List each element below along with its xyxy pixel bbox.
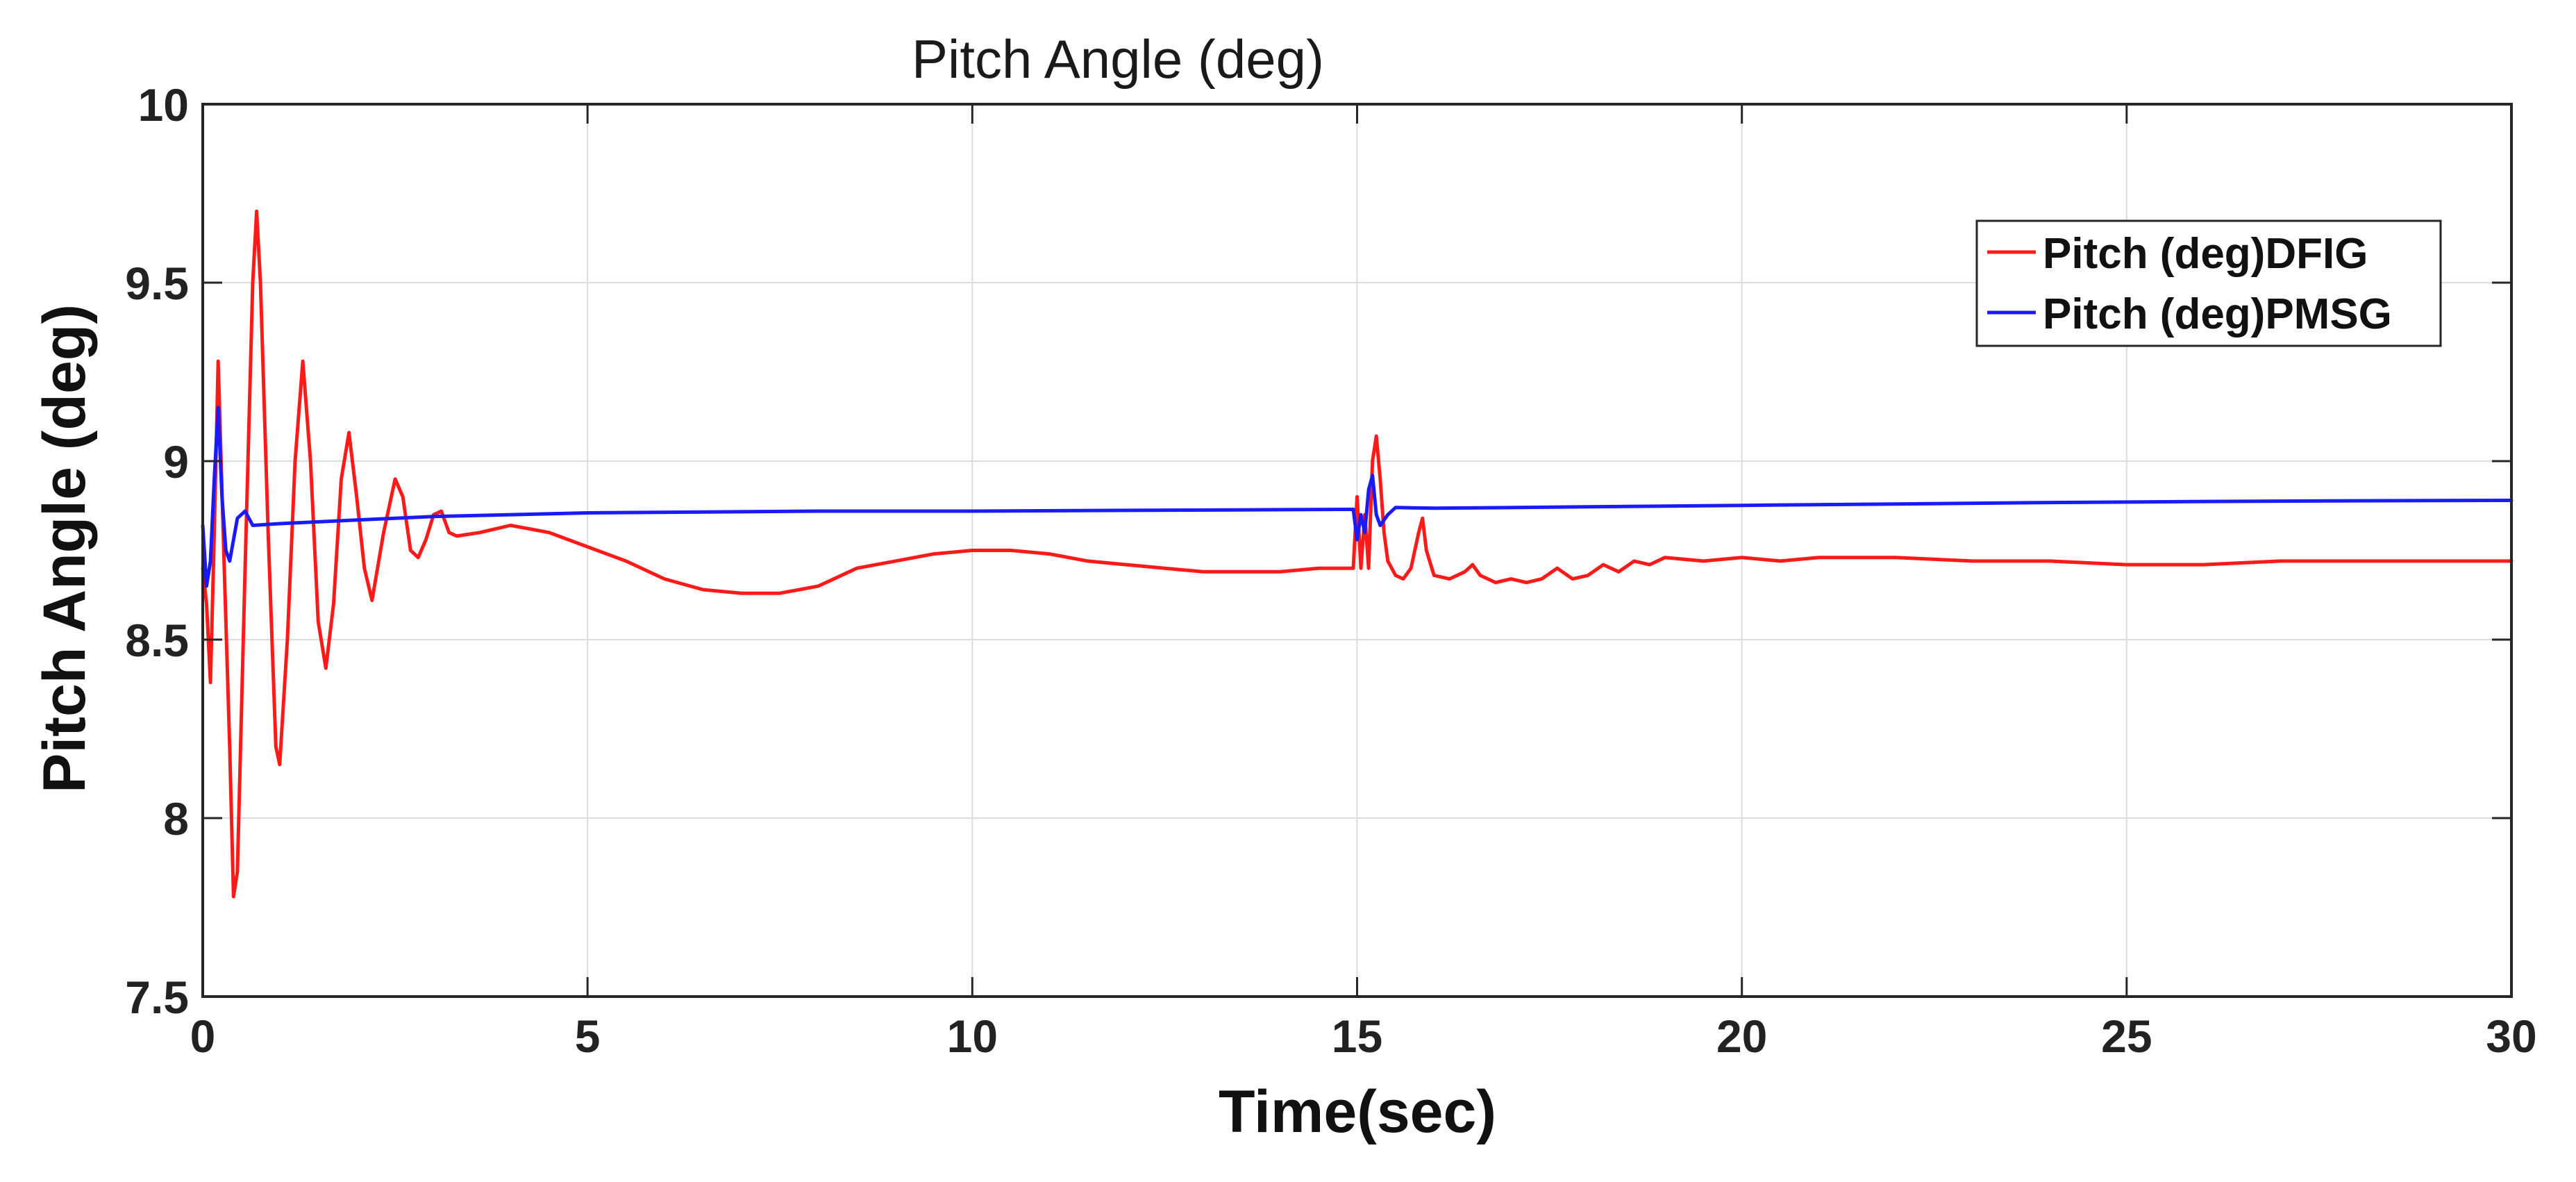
legend-box (1975, 219, 2442, 347)
series-line-pmsg (201, 406, 2514, 588)
y-tick-label: 7.5 (125, 972, 189, 1023)
x-tick-label: 25 (2101, 1010, 2152, 1062)
y-tick-label: 8.5 (125, 615, 189, 666)
y-tick-label: 10 (138, 79, 189, 131)
x-tick-label: 20 (1716, 1010, 1767, 1062)
x-axis-label: Time(sec) (1219, 1079, 1496, 1145)
series-layer (201, 209, 2514, 899)
x-tick-label: 0 (190, 1010, 216, 1062)
y-axis-label: Pitch Angle (deg) (31, 304, 98, 793)
x-tick-label: 5 (575, 1010, 601, 1062)
y-tick-label: 9.5 (125, 258, 189, 309)
x-tick-label: 10 (947, 1010, 998, 1062)
y-tick-label: 8 (163, 793, 189, 844)
x-tick-label: 15 (1332, 1010, 1382, 1062)
legend-label-pmsg: Pitch (deg)PMSG (2043, 290, 2392, 338)
series-line-dfig (201, 209, 2514, 899)
chart-title: Pitch Angle (deg) (912, 28, 1324, 90)
y-tick-label: 9 (163, 436, 189, 488)
x-tick-label: 30 (2486, 1010, 2536, 1062)
axis-ticks: 0 5 10 15 20 25 30 7.5 8 8.5 9 9.5 10 (125, 79, 2536, 1062)
legend-label-dfig: Pitch (deg)DFIG (2043, 230, 2368, 278)
legend: Pitch (deg)DFIG Pitch (deg)PMSG (1975, 219, 2442, 347)
